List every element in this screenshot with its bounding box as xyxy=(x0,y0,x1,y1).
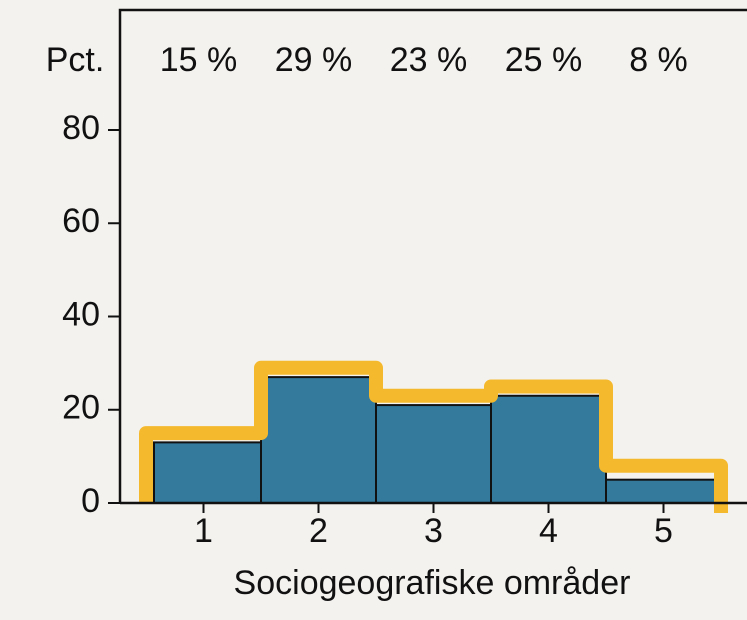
x-tick-label: 5 xyxy=(654,512,673,550)
y-tick-label: 40 xyxy=(62,295,100,333)
x-tick-label: 3 xyxy=(424,512,443,550)
bar xyxy=(260,376,377,504)
value-label: 8 % xyxy=(629,41,688,79)
value-label: 15 % xyxy=(160,41,238,79)
x-tick-label: 2 xyxy=(309,512,328,550)
value-label: 25 % xyxy=(505,41,583,79)
x-tick-label: 1 xyxy=(194,512,213,550)
y-axis-label: Pct. xyxy=(46,41,105,79)
bar xyxy=(153,441,262,505)
value-label: 29 % xyxy=(275,41,353,79)
y-tick-label: 20 xyxy=(62,389,100,427)
axis-frame xyxy=(118,8,747,503)
bar xyxy=(605,478,722,504)
bar xyxy=(490,394,607,505)
y-tick-label: 60 xyxy=(62,202,100,240)
bar xyxy=(375,404,492,504)
value-label: 23 % xyxy=(390,41,468,79)
x-axis-label: Sociogeografiske områder xyxy=(234,564,631,602)
y-tick-label: 80 xyxy=(62,109,100,147)
x-tick-label: 4 xyxy=(539,512,558,550)
step-line xyxy=(139,360,728,513)
y-tick-label: 0 xyxy=(81,482,100,520)
